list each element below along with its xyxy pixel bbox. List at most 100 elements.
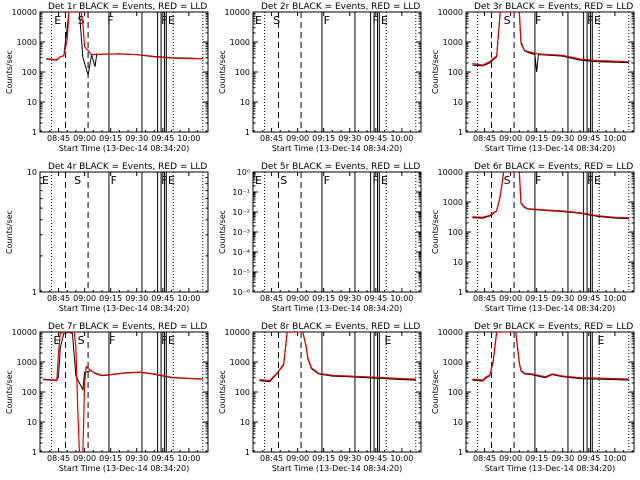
event-marker-label: F [161,334,167,347]
event-marker-label: E [598,334,605,347]
y-tick-label: 10 [240,418,250,427]
y-tick-label: 100 [448,228,463,237]
event-marker-label: E [168,14,175,27]
event-marker-label: F [111,174,117,187]
event-marker-label: E [594,14,601,27]
chart-panel: Det 4r BLACK = Events, RED = LLD Counts/s… [5,162,209,313]
event-marker-label: S [504,174,511,187]
x-tick-label: 09:30 [338,454,361,463]
y-tick-label: 10000 [438,328,463,337]
y-tick-label: 100 [22,68,37,77]
events-series-line [46,12,203,76]
chart-title: Det 1r BLACK = Events, RED = LLD [48,2,207,12]
lld-series-line [42,332,203,452]
y-tick-label: 100 [448,68,463,77]
x-tick-label: 09:00 [499,294,522,303]
event-marker-label: F [587,174,593,187]
x-tick-label: 09:45 [151,454,174,463]
y-tick-label: 1 [32,288,37,297]
x-tick-label: 08:45 [473,134,496,143]
x-tick-label: 09:30 [551,454,574,463]
x-axis-label: Start Time (13-Dec-14 08:34:20) [272,304,403,313]
event-marker-label: F [107,14,113,27]
x-axis-label: Start Time (13-Dec-14 08:34:20) [59,464,190,473]
x-tick-label: 09:15 [312,294,335,303]
y-tick-label: 10000 [12,8,37,17]
y-axis-label: Counts/sec [431,210,440,254]
x-tick-label: 10:00 [603,134,626,143]
y-tick-label: 10000 [225,8,250,17]
chart-title: Det 5r BLACK = Events, RED = LLD [261,162,420,172]
x-tick-label: 10:00 [177,134,200,143]
y-tick-label: 1000 [443,198,463,207]
chart-title: Det 8r BLACK = Events, RED = LLD [261,322,420,332]
x-tick-label: 10:00 [177,454,200,463]
x-tick-label: 08:45 [473,454,496,463]
y-tick-label: 10 [27,418,37,427]
x-tick-label: 09:45 [577,134,600,143]
event-marker-label: E [168,334,175,347]
event-marker-label: F [324,174,330,187]
event-marker-label: F [587,14,593,27]
x-tick-label: 09:00 [499,134,522,143]
y-tick-label: 1000 [443,38,463,47]
chart-title: Det 7r BLACK = Events, RED = LLD [48,322,207,332]
x-tick-label: 09:00 [286,134,309,143]
event-marker-label: E [381,14,388,27]
x-tick-label: 09:15 [525,134,548,143]
lld-series-line [472,332,629,381]
chart-title: Det 3r BLACK = Events, RED = LLD [474,2,633,12]
events-series-line [259,332,416,383]
event-marker-label: S [273,14,280,27]
x-tick-label: 09:00 [499,454,522,463]
chart-title: Det 6r BLACK = Events, RED = LLD [474,162,633,172]
y-tick-label: 100 [235,68,250,77]
y-tick-label: 10 [453,418,463,427]
x-tick-label: 09:00 [73,294,96,303]
chart-panel: Det 1r BLACK = Events, RED = LLD Counts/s… [5,2,209,153]
x-tick-label: 09:45 [364,294,387,303]
x-tick-label: 08:45 [260,454,283,463]
event-marker-label: F [161,14,167,27]
event-marker-label: E [255,14,262,27]
y-tick-label: 1000 [17,38,37,47]
chart-title: Det 9r BLACK = Events, RED = LLD [474,322,633,332]
event-marker-label: S [78,14,85,27]
y-tick-label: 10⁰ [237,168,250,177]
y-tick-label: 1 [245,128,250,137]
x-axis-label: Start Time (13-Dec-14 08:34:20) [59,304,190,313]
x-tick-label: 09:30 [125,454,148,463]
x-tick-label: 09:15 [99,454,122,463]
chart-title: Det 4r BLACK = Events, RED = LLD [48,162,207,172]
x-tick-label: 09:15 [99,134,122,143]
y-tick-label: 10⁻⁵ [232,268,250,277]
x-tick-label: 09:00 [73,454,96,463]
x-tick-label: 09:30 [125,134,148,143]
x-tick-label: 09:45 [364,134,387,143]
y-tick-label: 10 [453,98,463,107]
y-tick-label: 1000 [443,358,463,367]
x-axis-label: Start Time (13-Dec-14 08:34:20) [485,304,616,313]
y-tick-label: 1000 [230,38,250,47]
x-axis-label: Start Time (13-Dec-14 08:34:20) [485,464,616,473]
x-tick-label: 09:00 [286,294,309,303]
y-tick-label: 100 [22,388,37,397]
event-marker-label: E [381,174,388,187]
event-marker-label: F [372,174,378,187]
y-axis-label: Counts/sec [431,370,440,414]
plot-frame [39,171,209,293]
y-tick-label: 10 [27,98,37,107]
y-tick-label: 10⁻⁴ [232,248,250,257]
event-marker-label: E [42,174,49,187]
y-tick-label: 10⁻³ [232,228,250,237]
chart-panel: Det 2r BLACK = Events, RED = LLD Counts/s… [218,2,422,153]
event-marker-label: F [161,174,167,187]
x-tick-label: 08:45 [260,134,283,143]
x-tick-label: 08:45 [47,134,70,143]
chart-panel: Det 5r BLACK = Events, RED = LLD Counts/s… [218,162,422,313]
y-axis-label: Counts/sec [218,370,227,414]
x-tick-label: 09:15 [312,134,335,143]
y-axis-label: Counts/sec [218,50,227,94]
x-tick-label: 09:45 [364,454,387,463]
